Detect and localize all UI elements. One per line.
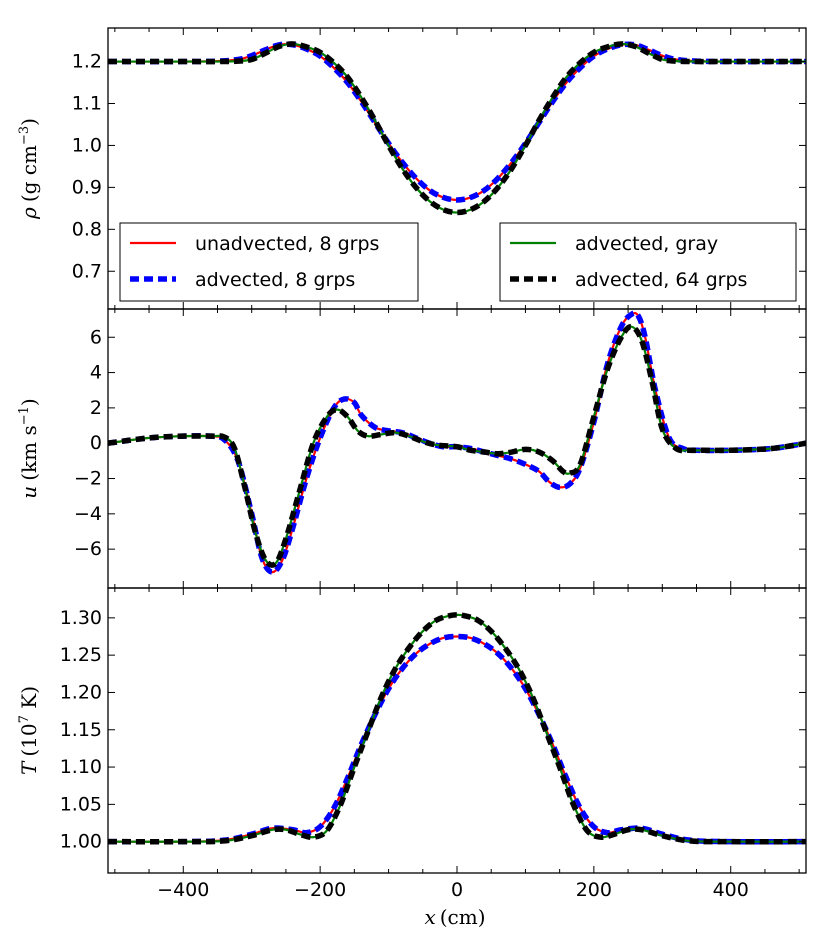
legend-label-advectedgray: advected, gray [575,233,718,255]
series-line-rho-advected64 [108,41,806,216]
y-tick-label-rho: 1.2 [72,51,102,73]
y-tick-label-T: 1.15 [60,719,102,741]
y-tick-label-rho: 0.9 [72,176,102,198]
series-line-T-advectedgray [108,613,806,843]
series-line-rho-unadvected8 [108,43,806,202]
y-tick-label-T: 1.25 [60,644,102,666]
legend-label-unadvected8: unadvected, 8 grps [195,233,379,255]
y-tick-label-u: 2 [90,397,102,419]
y-tick-label-u: −4 [74,503,102,525]
x-tick-label: 400 [713,879,749,901]
series-line-rho-advected8 [108,41,806,203]
y-axis-label-u: u(km s−1) [17,398,41,498]
y-axis-label-rho: ρ(g cm−3) [17,118,41,220]
y-tick-label-rho: 0.7 [72,260,102,282]
y-tick-label-rho: 1.1 [72,92,102,114]
x-tick-label: −200 [294,879,346,901]
y-tick-label-T: 1.05 [60,793,102,815]
y-tick-label-T: 1.20 [60,681,102,703]
series-line-u-advected8 [108,310,806,575]
y-tick-label-u: −6 [74,538,102,560]
x-axis-label: x (cm) [424,905,485,929]
legend-left: unadvected, 8 grps advected, 8 grps [119,222,419,302]
legend-right: advected, gray advected, 64 grps [499,222,797,302]
legend-label-advected8: advected, 8 grps [195,269,355,291]
y-axis-label-T: T(107 K) [17,686,41,775]
y-tick-label-rho: 1.0 [72,134,102,156]
panel-frame-T [107,587,807,874]
series-line-T-advected64 [108,612,806,845]
y-tick-label-T: 1.00 [60,831,102,853]
y-tick-label-rho: 0.8 [72,218,102,240]
series-line-u-unadvected8 [108,311,806,574]
y-tick-label-T: 1.30 [60,607,102,629]
y-tick-label-u: 0 [90,432,102,454]
x-tick-label: −400 [157,879,209,901]
y-tick-label-u: 6 [90,326,102,348]
y-tick-label-T: 1.10 [60,756,102,778]
y-tick-label-u: 4 [90,362,102,384]
y-tick-label-u: −2 [74,468,102,490]
series-line-rho-advectedgray [108,42,806,214]
x-tick-label: 0 [451,879,463,901]
panel-u: −6 −4 −2 0 2 4 6 u(km s−1) [17,308,807,589]
series-line-T-advected8 [108,633,806,845]
series-line-T-unadvected8 [108,635,806,843]
panel-T: 1.00 1.05 1.10 1.15 1.20 1.25 1.30 T(107 K) [17,587,807,874]
x-tick-label: 200 [576,879,612,901]
legend-label-advected64: advected, 64 grps [575,269,747,291]
series-line-u-advected64 [108,323,806,568]
